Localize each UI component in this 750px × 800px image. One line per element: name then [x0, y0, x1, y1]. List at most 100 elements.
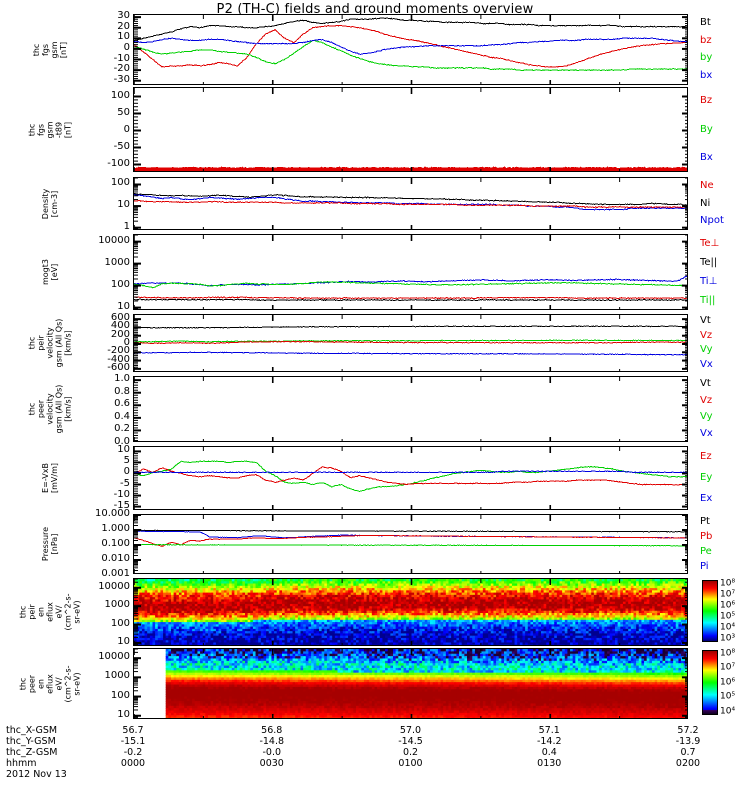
ytick-pressure-2: 0.100: [101, 538, 130, 549]
xaxis-tick-0-4: 57.2: [677, 725, 699, 736]
ytick-temperature-3: 10: [117, 300, 130, 312]
legend-temperature-Ti: Ti⊥: [700, 275, 718, 287]
xaxis-tick-2-4: 0.7: [680, 747, 696, 758]
ytick-density-1: 10: [117, 199, 130, 211]
ytick-efield-2: 0: [123, 466, 130, 478]
ytick-peer-velocity-1: 0.8: [114, 385, 130, 397]
colorbar-tick-peer-eflux-2: 10⁶: [720, 677, 736, 688]
legend-peir-velocity-Vy: Vy: [700, 344, 713, 356]
panel-efield: [133, 446, 688, 510]
xaxis-tick-2-0: -0.2: [123, 747, 143, 758]
legend-pressure-Pi: Pi: [700, 560, 709, 572]
colorbar-tick-peir-eflux-5: 10³: [720, 633, 736, 644]
xaxis-tick-3-4: 0200: [675, 758, 701, 769]
legend-peer-velocity-Vx: Vx: [700, 427, 713, 439]
ytick-peir-velocity-3: 0: [123, 337, 130, 348]
xaxis-tick-3-1: 0030: [259, 758, 284, 769]
panel-peer-eflux: [133, 648, 688, 719]
legend-efield-Ex: Ex: [700, 493, 713, 505]
xaxis-row-label-2: thc_Z-GSM: [6, 747, 58, 758]
ytick-peer-velocity-3: 0.4: [114, 410, 130, 422]
ytick-fgs-gsm-t89-2: 0: [123, 123, 130, 135]
panel-peir-velocity: [133, 314, 688, 372]
legend-peer-velocity-Vz: Vz: [700, 394, 713, 406]
legend-pressure-Pb: Pb: [700, 530, 713, 542]
xaxis-tick-2-2: 0.2: [402, 747, 419, 758]
ytick-peer-eflux-1: 1000: [104, 670, 130, 682]
panel-temperature: [133, 234, 688, 310]
ytick-efield-3: -5: [120, 477, 130, 489]
colorbar-tick-peir-eflux-3: 10⁵: [720, 611, 736, 622]
ytick-peir-velocity-4: -200: [107, 345, 130, 357]
xaxis-tick-0-0: 56.7: [122, 725, 144, 736]
legend-density-Npot: Npot: [700, 215, 724, 227]
ytick-fgs-gsm-t89-1: 50: [117, 106, 130, 118]
legend-fgs-gsm-Bt: Bt: [700, 16, 711, 28]
panel-peir-eflux: [133, 578, 688, 646]
ylabel-fgs-gsm-t89: thc fgs gsm -t89 [nT]: [27, 120, 73, 139]
colorbar-tick-peer-eflux-1: 10⁷: [720, 662, 736, 673]
ytick-density-0: 100: [110, 177, 130, 189]
ytick-peir-velocity-6: -600: [107, 361, 130, 373]
xaxis-tick-3-0: 0000: [120, 758, 146, 769]
legend-density-Ne: Ne: [700, 179, 714, 191]
xaxis-tick-1-3: -14.2: [536, 736, 562, 747]
colorbar-tick-peer-eflux-3: 10⁵: [720, 691, 736, 702]
ylabel-peer-velocity: thc peer velocity gsm (All Qs) [km/s]: [27, 384, 73, 434]
xaxis-tick-0-2: 57.0: [399, 725, 422, 736]
ytick-fgs-gsm-5: -20: [113, 63, 130, 75]
ytick-pressure-3: 0.010: [101, 553, 130, 564]
ytick-fgs-gsm-t89-0: 100: [110, 89, 130, 101]
ytick-pressure-4: 0.001: [101, 568, 130, 579]
legend-density-Ni: Ni: [700, 197, 711, 209]
legend-fgs-gsm-t89-By: By: [700, 123, 713, 135]
ytick-temperature-0: 10000: [98, 234, 130, 246]
ytick-peer-eflux-3: 10: [117, 708, 130, 720]
ytick-peir-velocity-5: -400: [107, 353, 130, 365]
ytick-peer-eflux-0: 10000: [98, 651, 130, 663]
ytick-fgs-gsm-0: 30: [117, 10, 130, 22]
xaxis-tick-2-1: -0.0: [262, 747, 282, 758]
xaxis-row-label-1: thc_Y-GSM: [6, 736, 56, 747]
ytick-peer-velocity-2: 0.6: [114, 398, 130, 410]
ytick-fgs-gsm-4: -10: [113, 52, 130, 64]
ytick-temperature-1: 1000: [104, 256, 130, 268]
legend-pressure-Pe: Pe: [700, 545, 712, 557]
page-title: P2 (TH-C) fields and ground moments over…: [216, 2, 534, 17]
legend-pressure-Pt: Pt: [700, 515, 710, 527]
ytick-peir-eflux-0: 10000: [98, 580, 130, 592]
legend-fgs-gsm-t89-Bz: Bz: [700, 95, 713, 107]
legend-temperature-Te: Te||: [700, 256, 718, 268]
xaxis-row-label-0: thc_X-GSM: [6, 725, 58, 736]
legend-temperature-Te: Te⊥: [700, 237, 720, 249]
ytick-peir-eflux-2: 100: [110, 617, 130, 629]
colorbar-tick-peir-eflux-2: 10⁶: [720, 600, 736, 611]
panel-peer-velocity: [133, 376, 688, 442]
legend-peer-velocity-Vt: Vt: [700, 378, 711, 390]
ytick-fgs-gsm-1: 20: [117, 20, 130, 32]
ytick-fgs-gsm-t89-4: -100: [107, 157, 130, 169]
ylabel-efield: E=-VxB [mV/m]: [41, 463, 59, 493]
legend-efield-Ez: Ez: [700, 450, 712, 462]
legend-peir-velocity-Vt: Vt: [700, 315, 711, 327]
xaxis-tick-1-4: -13.9: [675, 736, 701, 747]
ytick-efield-4: -10: [113, 488, 130, 500]
xaxis-tick-1-1: -14.8: [259, 736, 285, 747]
ytick-peer-velocity-0: 1.0: [114, 373, 130, 385]
colorbar-tick-peir-eflux-4: 10⁴: [720, 622, 736, 633]
ytick-temperature-2: 100: [110, 278, 130, 290]
ytick-fgs-gsm-6: -30: [113, 73, 130, 85]
ytick-peir-eflux-1: 1000: [104, 599, 130, 611]
ytick-fgs-gsm-3: 0: [123, 41, 130, 53]
xaxis-row-label-3: hhmm: [6, 758, 37, 769]
xaxis-tick-0-3: 57.1: [538, 725, 560, 736]
ytick-peir-velocity-0: 600: [110, 312, 130, 324]
ylabel-fgs-gsm: thc fgs gsm [nT]: [32, 40, 68, 59]
legend-fgs-gsm-bz: bz: [700, 34, 712, 46]
colorbar-tick-peer-eflux-0: 10⁸: [720, 648, 736, 659]
ylabel-peir-velocity: thc peir velocity gsm (All Qs) [km/s]: [27, 318, 73, 368]
colorbar-tick-peir-eflux-1: 10⁷: [720, 589, 736, 600]
ytick-peer-velocity-4: 0.2: [114, 423, 130, 435]
legend-peir-velocity-Vx: Vx: [700, 358, 713, 370]
xaxis-tick-1-2: -14.5: [398, 736, 423, 747]
